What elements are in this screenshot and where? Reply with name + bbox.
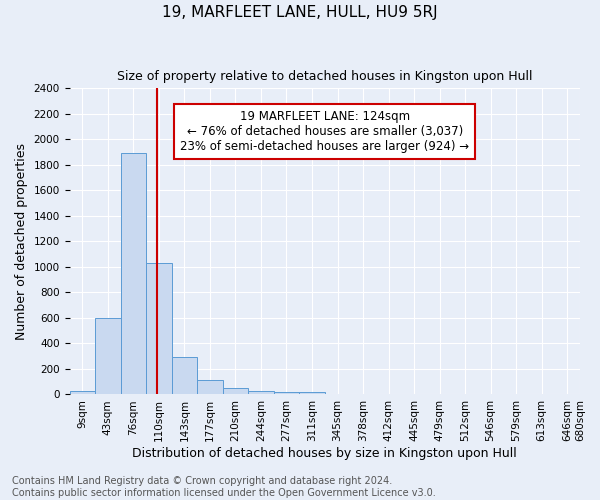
Bar [121, 154, 146, 394]
Text: Contains HM Land Registry data © Crown copyright and database right 2024.
Contai: Contains HM Land Registry data © Crown c… [12, 476, 436, 498]
Bar [274, 392, 299, 394]
X-axis label: Distribution of detached houses by size in Kingston upon Hull: Distribution of detached houses by size … [133, 447, 517, 460]
Bar [223, 388, 248, 394]
Bar [172, 357, 197, 395]
Bar [197, 380, 223, 394]
Text: 19, MARFLEET LANE, HULL, HU9 5RJ: 19, MARFLEET LANE, HULL, HU9 5RJ [162, 5, 438, 20]
Text: 19 MARFLEET LANE: 124sqm
← 76% of detached houses are smaller (3,037)
23% of sem: 19 MARFLEET LANE: 124sqm ← 76% of detach… [180, 110, 469, 153]
Y-axis label: Number of detached properties: Number of detached properties [15, 143, 28, 340]
Bar [299, 392, 325, 394]
Bar [95, 318, 121, 394]
Bar [70, 392, 95, 394]
Bar [248, 390, 274, 394]
Title: Size of property relative to detached houses in Kingston upon Hull: Size of property relative to detached ho… [117, 70, 533, 83]
Bar [146, 263, 172, 394]
